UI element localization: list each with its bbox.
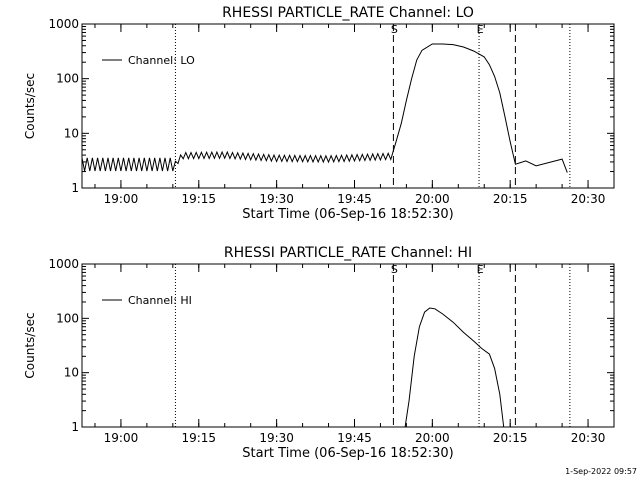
y-tick-label: 1000	[48, 257, 79, 271]
y-tick-label: 10	[64, 126, 79, 140]
y-tick-label: 10	[64, 366, 79, 380]
x-tick-label: 20:00	[415, 431, 450, 445]
marker-label: S	[391, 23, 398, 36]
legend-label: Channel: LO	[128, 54, 195, 67]
lo-channel-panel: RHESSI PARTICLE_RATE Channel: LO 1 10 100 10…	[23, 5, 615, 222]
y-axis-label: Counts/sec	[23, 312, 37, 378]
x-tick-label: 19:15	[181, 192, 216, 206]
chart-title: RHESSI PARTICLE_RATE Channel: LO	[222, 5, 474, 21]
marker-label: S	[391, 263, 398, 276]
x-tick-label: 19:30	[259, 192, 294, 206]
y-axis-label: Counts/sec	[23, 73, 37, 139]
series-line	[404, 307, 505, 428]
y-tick-label: 1000	[48, 17, 79, 31]
legend-label: Channel: HI	[128, 294, 192, 307]
marker-label: E	[477, 23, 484, 36]
plot-frame	[81, 23, 615, 189]
x-tick-label: 20:15	[493, 192, 528, 206]
x-tick-label: 19:15	[181, 431, 216, 445]
x-tick-label: 19:45	[337, 431, 372, 445]
y-tick-label: 100	[56, 311, 79, 325]
footer-timestamp: 1-Sep-2022 09:57	[565, 467, 637, 476]
x-tick-label: 20:15	[493, 431, 528, 445]
x-tick-label: 19:45	[337, 192, 372, 206]
x-tick-label: 19:00	[104, 431, 139, 445]
y-tick-label: 1	[71, 181, 79, 195]
chart-title: RHESSI PARTICLE_RATE Channel: HI	[224, 245, 472, 261]
x-tick-label: 20:30	[571, 431, 606, 445]
hi-channel-panel: RHESSI PARTICLE_RATE Channel: HI 1 10 100 10…	[23, 245, 615, 461]
x-tick-label: 19:30	[259, 431, 294, 445]
series-line	[81, 43, 568, 173]
x-tick-label: 20:30	[571, 192, 606, 206]
x-tick-label: 19:00	[104, 192, 139, 206]
y-tick-label: 100	[56, 72, 79, 86]
x-tick-label: 20:00	[415, 192, 450, 206]
x-axis-label: Start Time (06-Sep-16 18:52:30)	[242, 446, 453, 461]
x-axis-label: Start Time (06-Sep-16 18:52:30)	[242, 207, 453, 222]
plot-frame	[81, 263, 615, 428]
y-tick-label: 1	[71, 420, 79, 434]
marker-label: E	[477, 263, 484, 276]
